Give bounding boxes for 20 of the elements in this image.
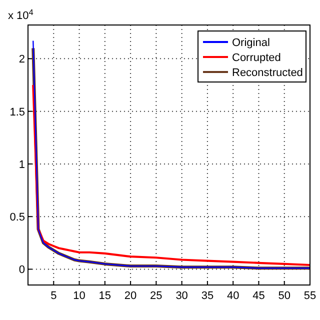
x-tick-label: 5 <box>50 290 57 302</box>
x-tick-label: 45 <box>252 290 265 302</box>
y-tick-label: 0 <box>18 264 25 276</box>
legend-label: Original <box>232 37 270 49</box>
legend-label: Corrupted <box>232 52 281 64</box>
y-tick-label: 2 <box>18 54 25 66</box>
x-tick-label: 40 <box>226 290 240 302</box>
y-tick-label: 1.5 <box>10 106 25 118</box>
legend-label: Reconstructed <box>232 67 303 79</box>
x-tick-label: 35 <box>201 290 214 302</box>
y-tick-label: 1 <box>18 158 25 171</box>
x-tick-label: 10 <box>73 290 86 302</box>
text: x 10$^{4}$ <box>8 8 34 22</box>
x-tick-label: 25 <box>150 290 162 302</box>
x-tick-label: 15 <box>98 290 112 302</box>
x-tick-label: 20 <box>124 290 137 302</box>
x-tick-label: 55 <box>304 290 316 302</box>
y-tick-label: 0.5 <box>10 212 25 224</box>
x-tick-label: 50 <box>278 290 290 302</box>
x-tick-label: 30 <box>176 290 188 302</box>
